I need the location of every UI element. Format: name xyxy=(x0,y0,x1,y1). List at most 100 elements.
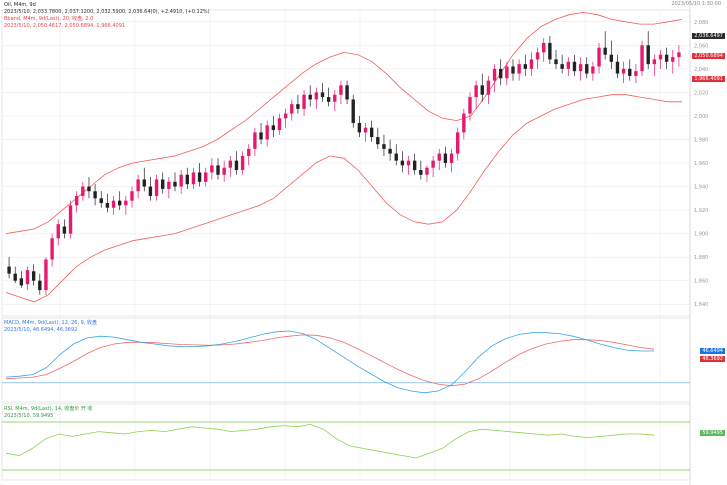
bband-line-1: Bband, M4m, 9d(Last), 20, 收盘, 2.0 xyxy=(4,16,94,22)
candle-body xyxy=(74,195,79,206)
candle-body xyxy=(517,64,521,74)
candle-body xyxy=(578,64,583,72)
candle-body xyxy=(474,85,478,98)
candle-body xyxy=(185,174,189,185)
candle-body xyxy=(302,94,306,109)
candle-body xyxy=(449,153,454,163)
candle-body xyxy=(511,66,515,74)
candle-body xyxy=(204,172,208,182)
candle-body xyxy=(253,132,257,149)
candle-body xyxy=(621,68,626,74)
price-tick-label: 1,920 xyxy=(694,208,708,214)
candle-body xyxy=(142,179,146,187)
timestamp-label: 2023/05/10 1:30:00 xyxy=(671,1,721,7)
candle-body xyxy=(333,94,337,102)
price-tick-label: 1,980 xyxy=(694,137,708,143)
candle-body xyxy=(412,160,417,171)
candle-body xyxy=(499,68,503,79)
candle-body xyxy=(646,45,650,65)
candle-body xyxy=(99,198,103,204)
candle-body xyxy=(161,179,165,189)
candle-body xyxy=(462,113,466,133)
rsi-value-tag: 59.9495 xyxy=(700,430,725,436)
candle-body xyxy=(628,68,632,76)
candle-body xyxy=(87,186,91,192)
candle-body xyxy=(216,165,220,175)
candle-body xyxy=(234,160,239,171)
candle-body xyxy=(615,61,620,74)
lower-band-tag: 1,966.4091 xyxy=(692,76,725,82)
candle-body xyxy=(437,153,441,161)
candle-body xyxy=(308,94,312,100)
candle-body xyxy=(671,57,675,62)
candle-body xyxy=(456,132,460,154)
candle-body xyxy=(351,99,355,123)
upper-band-tag: 2,050.6894 xyxy=(692,53,725,59)
candle-body xyxy=(357,122,362,133)
candle-body xyxy=(81,186,85,196)
candle-body xyxy=(13,273,17,281)
candle-body xyxy=(339,85,343,95)
price-tick-label: 2,040 xyxy=(694,67,708,73)
candle-body xyxy=(554,59,558,65)
macd-panel xyxy=(1,317,691,403)
candle-body xyxy=(105,203,110,208)
candle-body xyxy=(265,125,269,140)
candle-body xyxy=(271,125,276,131)
candle-body xyxy=(247,148,251,156)
candle-body xyxy=(480,85,484,95)
candle-body xyxy=(425,167,429,175)
candle-body xyxy=(124,200,128,206)
price-tick-label: 1,880 xyxy=(694,255,708,261)
candle-body xyxy=(664,54,669,62)
candle-body xyxy=(572,61,577,72)
rsi-label-2: 2023/5/10, 59.9495 xyxy=(4,413,54,419)
candle-body xyxy=(62,226,67,234)
candle-body xyxy=(443,153,448,163)
candle-body xyxy=(609,54,614,62)
rsi-line xyxy=(5,423,655,459)
price-tick-label: 1,960 xyxy=(694,161,708,167)
candle-body xyxy=(130,191,134,201)
candle-body xyxy=(677,52,681,58)
candle-body xyxy=(277,118,282,131)
candle-body xyxy=(523,64,527,69)
price-tick-label: 2,080 xyxy=(694,20,708,26)
candle-body xyxy=(93,191,97,199)
candle-body xyxy=(228,160,232,168)
macd-label-2: 2023/5/10, 46.6494, 46.3692 xyxy=(4,327,78,333)
candle-body xyxy=(19,278,24,286)
macd-signal-line xyxy=(5,334,655,387)
candle-body xyxy=(388,148,392,154)
candle-body xyxy=(179,174,183,187)
candle-body xyxy=(376,137,380,145)
candle-body xyxy=(118,200,122,206)
price-tick-label: 1,940 xyxy=(694,185,708,191)
candle-body xyxy=(111,200,116,208)
candle-body xyxy=(634,71,638,76)
candle-body xyxy=(136,179,140,192)
price-tick-label: 1,860 xyxy=(694,279,708,285)
bband-lower-line xyxy=(5,94,682,303)
macd-label-1: MACD, M4m, 9d(Last), 12, 26, 9, 收盘 xyxy=(4,320,98,326)
candle-body xyxy=(320,92,325,98)
candle-body xyxy=(44,259,48,291)
candle-body xyxy=(345,85,349,100)
candle-body xyxy=(566,61,570,69)
candle-body xyxy=(191,172,196,185)
candle-body xyxy=(259,132,263,140)
rsi-label-1: RSI, M4m, 9d(Last), 14, 收盘价 开 收 xyxy=(4,406,93,412)
candle-body xyxy=(591,66,595,74)
candle-body xyxy=(68,205,73,234)
candle-body xyxy=(50,238,54,260)
price-tick-label: 2,020 xyxy=(694,90,708,96)
candle-body xyxy=(173,181,177,187)
candle-body xyxy=(468,97,472,114)
bband-line-2: 2023/5/10, 2,050.4617, 2,050.6894, 1,966… xyxy=(4,23,126,29)
symbol-line: Oil, M4m, 9d xyxy=(4,2,36,8)
candle-body xyxy=(240,155,245,171)
candle-body xyxy=(197,172,202,182)
rsi-panel xyxy=(1,403,691,481)
